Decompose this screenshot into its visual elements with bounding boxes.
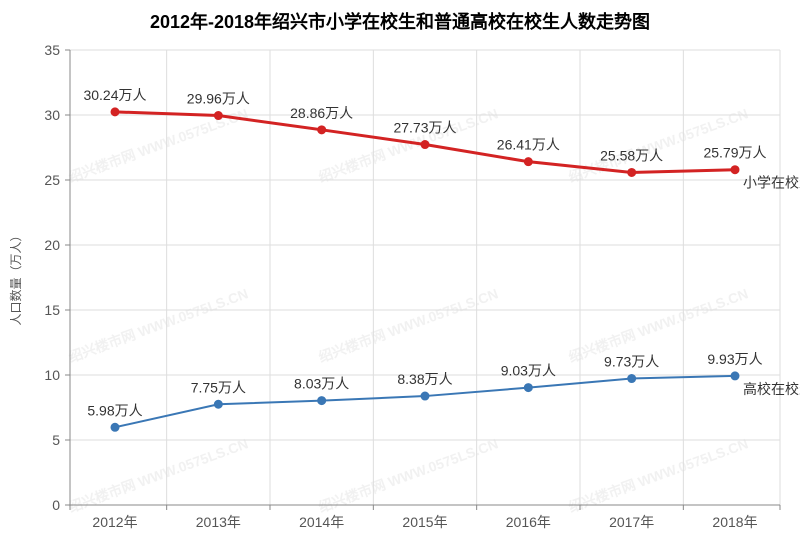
y-tick-label: 15: [44, 302, 60, 318]
svg-text:绍兴楼市网 WWW.0575LS.CN: 绍兴楼市网 WWW.0575LS.CN: [566, 435, 750, 515]
svg-text:绍兴楼市网 WWW.0575LS.CN: 绍兴楼市网 WWW.0575LS.CN: [316, 435, 500, 515]
y-tick-label: 0: [52, 497, 60, 513]
data-point: [421, 141, 429, 149]
data-label: 28.86万人: [290, 105, 353, 121]
svg-text:绍兴楼市网 WWW.0575LS.CN: 绍兴楼市网 WWW.0575LS.CN: [66, 435, 250, 515]
data-label: 30.24万人: [83, 87, 146, 103]
series-label: 小学在校生: [743, 175, 800, 191]
data-label: 9.73万人: [604, 354, 659, 370]
data-point: [111, 108, 119, 116]
x-tick-label: 2016年: [506, 514, 551, 530]
x-tick-label: 2017年: [609, 514, 654, 530]
y-tick-label: 20: [44, 237, 60, 253]
y-tick-label: 5: [52, 432, 60, 448]
chart-container: 绍兴楼市网 WWW.0575LS.CN 绍兴楼市网 WWW.0575LS.CN 绍兴…: [0, 0, 800, 554]
data-point: [421, 392, 429, 400]
data-point: [628, 375, 636, 383]
y-axis-label: 人口数量（万人）: [8, 229, 23, 325]
data-point: [318, 397, 326, 405]
svg-text:绍兴楼市网 WWW.0575LS.CN: 绍兴楼市网 WWW.0575LS.CN: [66, 285, 250, 365]
data-point: [111, 423, 119, 431]
chart-title: 2012年-2018年绍兴市小学在校生和普通高校在校生人数走势图: [150, 11, 650, 32]
data-point: [214, 400, 222, 408]
series-label: 高校在校生: [743, 381, 800, 397]
data-label: 5.98万人: [87, 402, 142, 418]
data-point: [628, 168, 636, 176]
x-tick-label: 2014年: [299, 514, 344, 530]
data-point: [318, 126, 326, 134]
data-point: [731, 372, 739, 380]
data-point: [214, 112, 222, 120]
y-tick-label: 10: [44, 367, 60, 383]
data-label: 25.58万人: [600, 147, 663, 163]
data-label: 9.03万人: [501, 363, 556, 379]
data-point: [524, 384, 532, 392]
data-label: 26.41万人: [497, 137, 560, 153]
data-point: [524, 158, 532, 166]
line-chart: 绍兴楼市网 WWW.0575LS.CN 绍兴楼市网 WWW.0575LS.CN 绍兴…: [0, 0, 800, 554]
data-label: 27.73万人: [393, 120, 456, 136]
data-label: 29.96万人: [187, 91, 250, 107]
data-label: 8.38万人: [397, 371, 452, 387]
data-label: 8.03万人: [294, 376, 349, 392]
x-tick-label: 2013年: [196, 514, 241, 530]
y-tick-label: 30: [44, 107, 60, 123]
y-tick-label: 25: [44, 172, 60, 188]
data-point: [731, 166, 739, 174]
x-tick-label: 2018年: [712, 514, 757, 530]
data-label: 9.93万人: [707, 351, 762, 367]
x-tick-label: 2012年: [92, 514, 137, 530]
x-tick-label: 2015年: [402, 514, 447, 530]
data-label: 7.75万人: [191, 379, 246, 395]
data-label: 25.79万人: [703, 145, 766, 161]
svg-text:绍兴楼市网 WWW.0575LS.CN: 绍兴楼市网 WWW.0575LS.CN: [316, 285, 500, 365]
y-tick-label: 35: [44, 42, 60, 58]
